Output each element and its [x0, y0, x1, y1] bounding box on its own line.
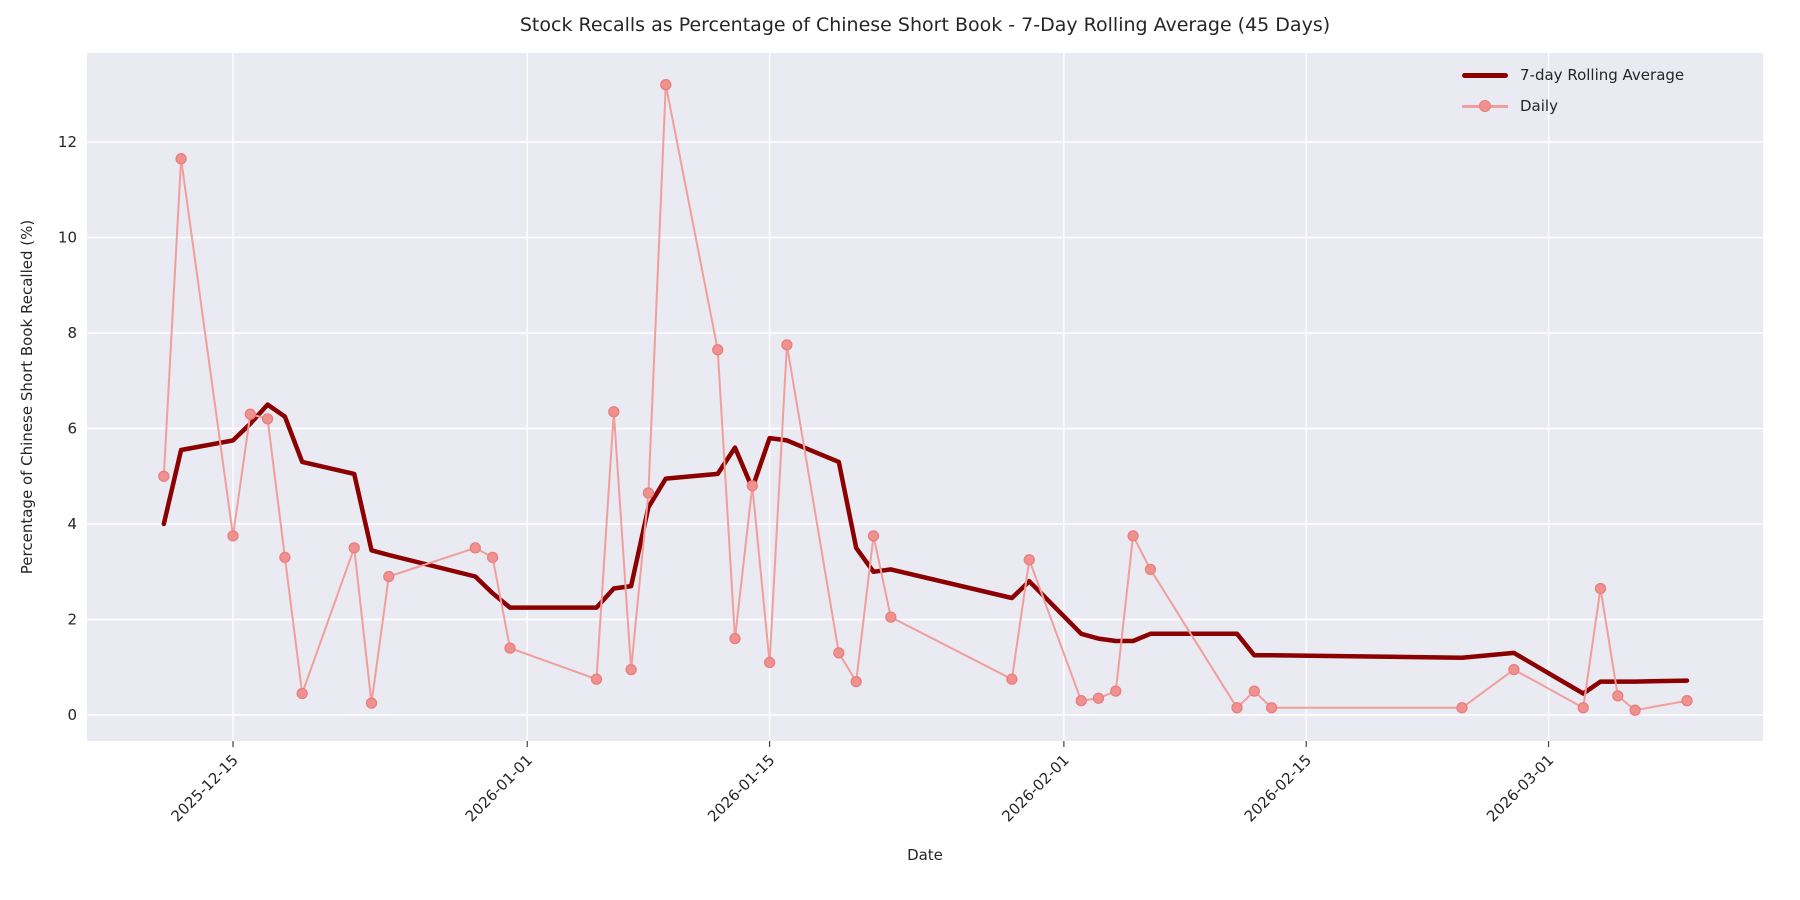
daily-marker	[1629, 704, 1641, 716]
daily-marker	[781, 339, 793, 351]
legend-entry-rolling: 7-day Rolling Average	[1462, 64, 1684, 86]
daily-marker	[642, 487, 655, 499]
daily-marker	[1248, 685, 1260, 697]
x-tick-label: 2026-03-01	[1483, 751, 1557, 825]
y-tick-label: 10	[58, 229, 77, 247]
x-tick-label: 2026-01-15	[704, 751, 778, 825]
daily-marker	[1075, 695, 1087, 707]
daily-marker	[469, 542, 481, 554]
daily-marker	[1508, 663, 1520, 676]
daily-marker	[1612, 690, 1624, 702]
daily-marker	[1144, 563, 1157, 576]
daily-marker	[850, 675, 862, 688]
legend-label-daily: Daily	[1520, 97, 1558, 115]
daily-marker	[175, 153, 187, 165]
rolling-average-line-swatch	[1462, 72, 1508, 78]
daily-marker	[1231, 702, 1243, 714]
daily-marker	[885, 611, 897, 623]
daily-marker	[227, 530, 239, 542]
daily-marker	[158, 470, 170, 482]
x-axis-label: Date	[907, 846, 943, 864]
daily-marker	[660, 79, 672, 91]
x-tick-label: 2026-02-15	[1241, 751, 1315, 825]
daily-marker	[746, 480, 758, 492]
y-tick-label: 4	[67, 515, 77, 533]
daily-marker	[1110, 685, 1122, 697]
daily-marker	[1092, 692, 1105, 704]
daily-marker	[1006, 673, 1018, 685]
x-tick-label: 2025-12-15	[167, 751, 241, 825]
y-tick-label: 12	[58, 133, 77, 151]
daily-marker	[608, 406, 620, 418]
daily-marker	[365, 697, 378, 709]
daily-line-swatch	[1462, 100, 1508, 112]
daily-marker	[296, 687, 308, 700]
daily-marker	[1265, 702, 1278, 714]
daily-marker	[348, 542, 360, 554]
legend-entry-daily: Daily	[1462, 95, 1684, 117]
legend: 7-day Rolling Average Daily	[1462, 64, 1684, 117]
daily-marker	[763, 656, 776, 669]
daily-marker-swatch-icon	[1479, 100, 1491, 112]
y-tick-label: 6	[67, 420, 77, 438]
daily-marker	[590, 673, 603, 685]
daily-marker	[729, 632, 741, 645]
daily-marker	[1127, 530, 1139, 542]
plot-area	[87, 53, 1763, 741]
legend-label-rolling: 7-day Rolling Average	[1520, 66, 1685, 84]
daily-marker	[486, 551, 499, 564]
daily-marker	[279, 551, 291, 564]
daily-marker	[1577, 702, 1589, 714]
y-tick-label: 8	[67, 324, 77, 342]
daily-marker	[1594, 582, 1607, 595]
rolling-average-line	[161, 402, 1690, 696]
y-tick-label: 0	[67, 706, 77, 724]
daily-marker	[1023, 554, 1035, 566]
daily-marker	[867, 530, 880, 542]
daily-marker	[261, 413, 274, 425]
daily-marker	[504, 642, 516, 654]
daily-marker	[244, 408, 256, 420]
daily-marker	[383, 570, 395, 583]
x-tick-label: 2026-01-01	[462, 751, 536, 825]
daily-marker	[833, 647, 845, 659]
x-tick-label: 2026-02-01	[998, 751, 1072, 825]
y-tick-label: 2	[67, 611, 77, 629]
daily-marker	[712, 344, 724, 356]
chart-title: Stock Recalls as Percentage of Chinese S…	[519, 14, 1331, 36]
daily-marker	[1456, 702, 1468, 714]
daily-marker	[625, 663, 637, 676]
daily-marker	[1681, 695, 1693, 707]
